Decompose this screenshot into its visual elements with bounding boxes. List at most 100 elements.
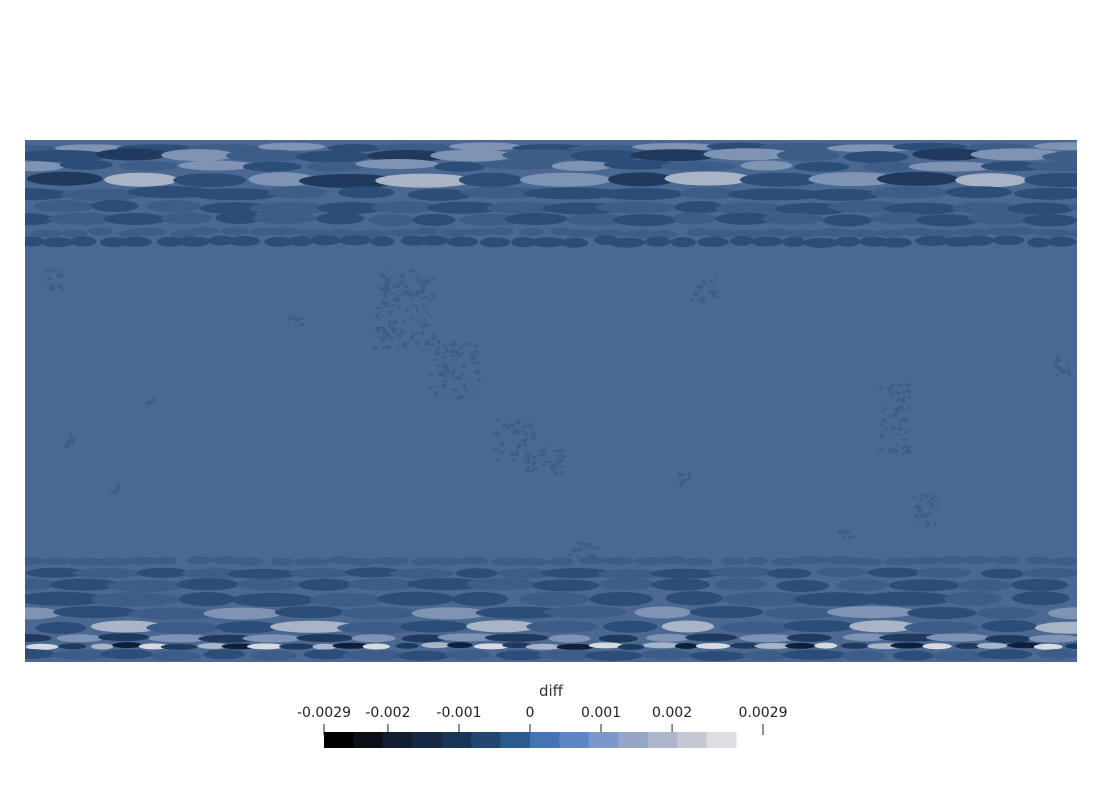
- speckle: [453, 395, 460, 398]
- speckle: [846, 530, 849, 533]
- top-stripe-cell: [784, 229, 821, 238]
- speckle: [410, 332, 417, 335]
- top-stripe-cell: [1042, 150, 1077, 163]
- speckle: [377, 318, 382, 320]
- speckle: [554, 462, 560, 468]
- top-stripe-cell: [90, 200, 139, 212]
- speckle: [901, 417, 907, 422]
- colorbar-tick-label: -0.0029: [297, 705, 351, 721]
- bottom-stripe-cell: [342, 650, 408, 661]
- speckle: [470, 385, 474, 388]
- speckle: [389, 336, 394, 340]
- bottom-stripe-cell: [421, 642, 452, 649]
- speckle: [461, 351, 465, 354]
- bottom-stripe-cell: [228, 568, 299, 579]
- speckle: [380, 337, 387, 343]
- speckle: [289, 316, 296, 321]
- colorbar-band: [530, 732, 560, 748]
- speckle: [441, 356, 448, 359]
- bottom-stripe-cell: [400, 620, 470, 633]
- top-stripe-cell: [486, 201, 560, 214]
- speckle: [694, 291, 699, 294]
- speckle: [887, 448, 894, 453]
- bottom-stripe-cell: [249, 650, 298, 661]
- speckle: [551, 463, 555, 468]
- speckle: [521, 439, 527, 443]
- speckle: [458, 345, 464, 350]
- bottom-stripe-cell: [72, 568, 142, 579]
- bottom-stripe-cell: [1047, 607, 1077, 620]
- speckle: [702, 282, 709, 285]
- bottom-stripe-cell: [720, 557, 746, 566]
- speckle: [898, 419, 903, 422]
- bottom-stripe-cell: [475, 606, 566, 619]
- bottom-stripe-cell: [452, 592, 509, 607]
- bottom-stripe-cell: [714, 578, 767, 591]
- speckle: [387, 269, 390, 273]
- speckle: [372, 345, 378, 350]
- top-stripe-cell: [178, 160, 254, 171]
- speckle: [532, 422, 535, 426]
- bottom-stripe-cell: [892, 650, 934, 661]
- bottom-stripe-cell: [932, 650, 991, 661]
- speckle: [890, 437, 894, 440]
- bottom-stripe-cell: [860, 591, 953, 606]
- speckle: [934, 522, 937, 527]
- bottom-stripe-cell: [398, 650, 450, 661]
- speckle: [893, 391, 900, 394]
- speckle: [893, 413, 897, 417]
- speckle: [885, 427, 889, 431]
- top-stripe-cell: [413, 213, 456, 226]
- bottom-stripe-cell: [730, 642, 762, 649]
- top-stripe-cell: [177, 236, 211, 247]
- bottom-stripe-cell: [532, 579, 600, 592]
- bottom-stripe-cell: [25, 607, 62, 620]
- speckle: [421, 307, 428, 309]
- bottom-stripe-cell: [25, 634, 52, 642]
- top-stripe-cell: [760, 142, 849, 151]
- bottom-stripe-cell: [958, 579, 1011, 592]
- bottom-stripe-cell: [980, 568, 1025, 579]
- speckle: [473, 344, 479, 348]
- top-stripe-cell: [1007, 202, 1075, 215]
- top-stripe-cell: [827, 200, 903, 213]
- bottom-stripe-cell: [940, 556, 965, 564]
- bottom-stripe-cell: [816, 567, 868, 578]
- top-stripe-cell: [955, 173, 1027, 188]
- top-stripe-cell: [120, 236, 152, 247]
- bottom-stripe-cell: [836, 579, 889, 592]
- bottom-stripe-cell: [312, 643, 337, 650]
- speckle: [1055, 353, 1060, 358]
- speckle: [441, 382, 446, 387]
- speckle: [679, 484, 684, 488]
- top-stripe-cell: [703, 148, 793, 161]
- speckle: [918, 522, 922, 525]
- top-stripe-cell: [551, 161, 612, 171]
- speckle: [391, 329, 398, 334]
- colorbar-title: diff: [538, 682, 564, 700]
- speckle: [523, 456, 530, 461]
- bottom-stripe-cell: [1028, 634, 1077, 643]
- top-stripe-cell: [884, 202, 960, 215]
- top-stripe-cell: [877, 171, 959, 186]
- speckle: [387, 311, 393, 315]
- top-stripe-cell: [267, 186, 327, 199]
- speckle: [402, 341, 408, 346]
- speckle: [442, 375, 447, 377]
- bottom-stripe-cell: [890, 642, 926, 649]
- speckle: [388, 321, 392, 326]
- bottom-stripe-cell: [455, 568, 498, 579]
- speckle: [386, 289, 390, 293]
- bottom-stripe-cell: [198, 634, 259, 643]
- colorbar-band: [324, 732, 354, 748]
- top-stripe-cell: [612, 214, 677, 227]
- speckle: [420, 283, 427, 287]
- top-stripe-cell: [715, 202, 787, 215]
- top-stripe-cell: [660, 161, 737, 172]
- speckle: [836, 531, 842, 533]
- bottom-stripe-cell: [473, 643, 510, 650]
- top-stripe-cell: [26, 171, 103, 186]
- bottom-stripe-cell: [186, 556, 213, 565]
- top-stripe-cell: [327, 144, 383, 153]
- speckle: [382, 328, 387, 334]
